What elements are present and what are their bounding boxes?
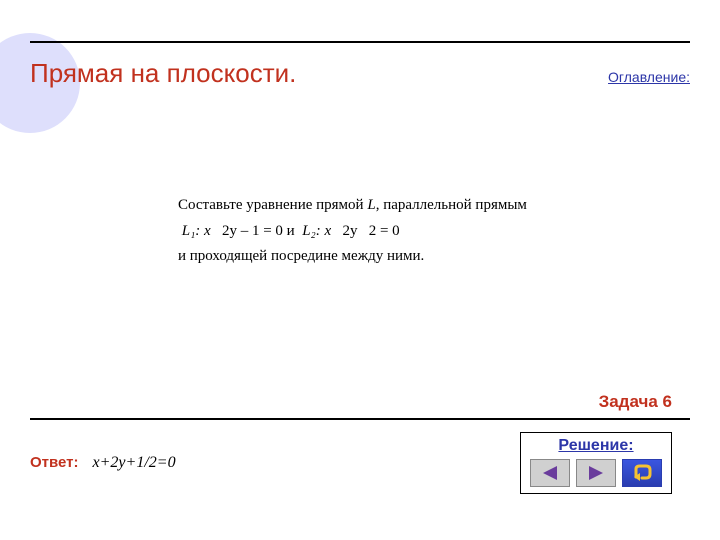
forward-button[interactable]	[576, 459, 616, 487]
triangle-left-icon	[541, 465, 559, 481]
return-arrow-icon	[630, 463, 654, 483]
toc-link[interactable]: Оглавление:	[608, 69, 690, 85]
triangle-right-icon	[587, 465, 605, 481]
task-label: Задача 6	[599, 392, 672, 412]
bottom-rule	[30, 418, 690, 420]
problem-line-3: и проходящей посредине между ними.	[178, 244, 527, 270]
page-title: Прямая на плоскости.	[30, 58, 296, 89]
title-row: Прямая на плоскости. Оглавление:	[30, 58, 690, 89]
answer-row: Ответ: x+2y+1/2=0	[30, 454, 176, 472]
answer-value: x+2y+1/2=0	[93, 454, 176, 472]
back-button[interactable]	[530, 459, 570, 487]
problem-text: Составьте уравнение прямой L, параллельн…	[178, 193, 527, 270]
problem-line-2: L₁: x 2y – 1 = 0 и L₂: x 2y 2 = 0	[178, 219, 527, 245]
return-button[interactable]	[622, 459, 662, 487]
top-rule	[30, 41, 690, 43]
answer-label: Ответ:	[30, 454, 79, 471]
nav-box: Решение:	[520, 432, 672, 494]
solution-link[interactable]: Решение:	[527, 437, 665, 455]
nav-buttons	[527, 459, 665, 487]
problem-line-1: Составьте уравнение прямой L, параллельн…	[178, 193, 527, 219]
